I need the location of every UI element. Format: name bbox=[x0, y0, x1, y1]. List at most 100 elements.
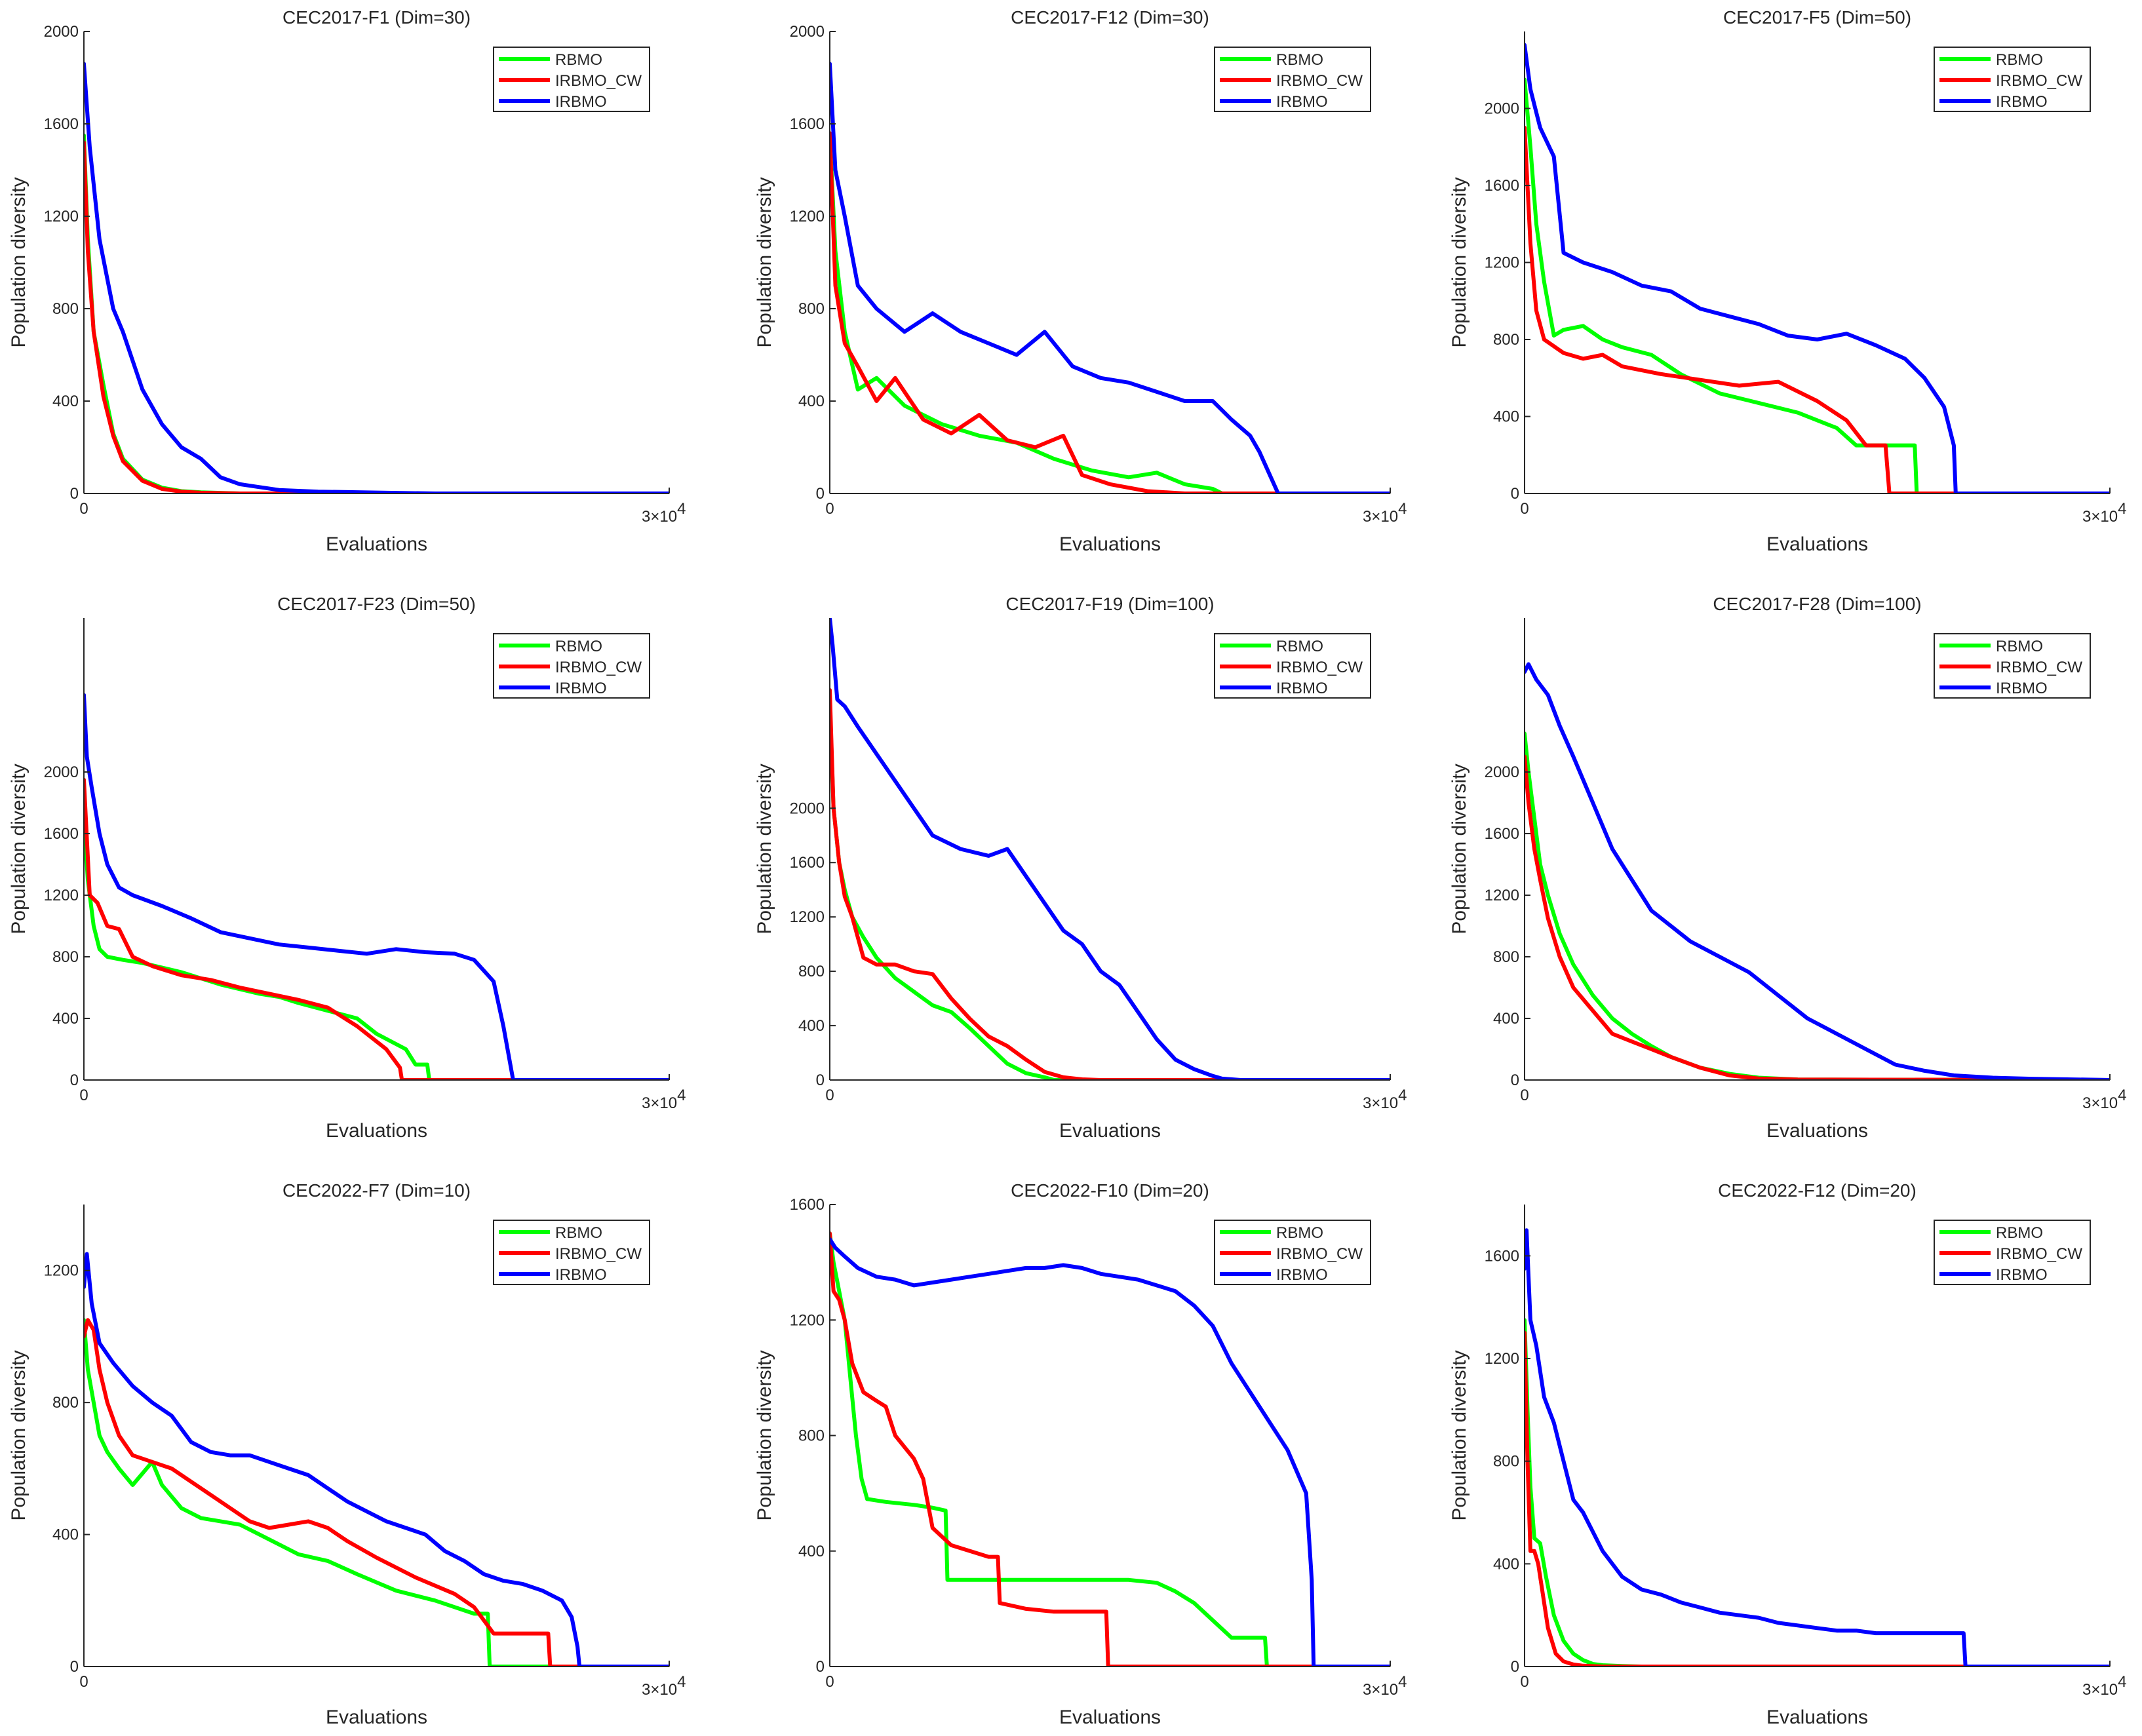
y-tick-label: 0 bbox=[1511, 1658, 1519, 1676]
series-line-rbmo bbox=[84, 133, 669, 493]
chart-panel-cec2022-f10-dim-20: CEC2022-F10 (Dim=20) 0 400 800 1200 1600 0 3×10… bbox=[754, 1180, 1407, 1728]
y-tick-label: 0 bbox=[816, 485, 825, 503]
legend-label: RBMO bbox=[1276, 1224, 1323, 1242]
legend-label: IRBMO_CW bbox=[1276, 72, 1363, 90]
x-tick-exponent: 4 bbox=[1398, 1673, 1407, 1691]
chart-panel-cec2017-f28-dim-100: CEC2017-F28 (Dim=100) 0 400 800 1200 1600 2000… bbox=[1449, 594, 2126, 1142]
legend-label: IRBMO bbox=[1276, 1266, 1328, 1284]
x-tick-label-zero: 0 bbox=[1520, 500, 1529, 518]
x-tick-exponent: 4 bbox=[677, 1673, 686, 1691]
x-tick-label-end: 3×104 bbox=[1363, 1673, 1407, 1699]
x-tick-label-end: 3×104 bbox=[1363, 500, 1407, 526]
series-line-irbmo bbox=[830, 62, 1390, 493]
chart-title: CEC2022-F7 (Dim=10) bbox=[282, 1180, 471, 1201]
series-line-rbmo bbox=[1525, 1318, 2110, 1667]
y-tick-label: 0 bbox=[816, 1071, 825, 1089]
y-tick-label: 800 bbox=[52, 300, 79, 318]
y-tick-label: 1600 bbox=[790, 1196, 825, 1214]
legend-label: IRBMO bbox=[555, 680, 607, 697]
series-line-irbmo bbox=[1525, 43, 2110, 493]
x-tick-exponent: 4 bbox=[677, 1087, 686, 1104]
legend-label: RBMO bbox=[555, 638, 602, 655]
y-axis-label: Population diversity bbox=[754, 177, 775, 347]
series-group bbox=[830, 62, 1390, 493]
chart-panel-cec2017-f19-dim-100: CEC2017-F19 (Dim=100) 0 400 800 1200 1600 2000… bbox=[754, 594, 1407, 1142]
y-axis-label: Population diversity bbox=[8, 1350, 29, 1520]
legend-label: RBMO bbox=[1276, 51, 1323, 69]
y-tick-label: 800 bbox=[798, 1427, 825, 1445]
legend-label: RBMO bbox=[555, 1224, 602, 1242]
y-tick-label: 1200 bbox=[44, 208, 79, 225]
x-axis-label: Evaluations bbox=[326, 1707, 427, 1728]
series-line-rbmo bbox=[84, 1318, 669, 1667]
series-line-rbmo bbox=[830, 133, 1390, 493]
legend-label: IRBMO bbox=[1276, 93, 1328, 111]
series-line-irbmo bbox=[830, 1237, 1390, 1667]
y-tick-label: 800 bbox=[1493, 948, 1519, 966]
series-line-irbmo-cw bbox=[1525, 1330, 2110, 1667]
legend: RBMO IRBMO_CW IRBMO bbox=[1934, 633, 2091, 699]
y-tick-label: 2000 bbox=[1485, 100, 1519, 118]
series-line-irbmo-cw bbox=[84, 140, 669, 493]
x-tick-exponent: 4 bbox=[677, 500, 686, 518]
y-tick-label: 1200 bbox=[44, 1262, 79, 1280]
y-tick-label: 400 bbox=[798, 1543, 825, 1560]
y-tick-label: 0 bbox=[70, 1071, 79, 1089]
y-tick-label: 400 bbox=[52, 393, 79, 410]
series-line-rbmo bbox=[830, 697, 1390, 1080]
x-tick-label-zero: 0 bbox=[79, 1087, 88, 1104]
legend-label: IRBMO_CW bbox=[1996, 1245, 2082, 1263]
chart-title: CEC2017-F12 (Dim=30) bbox=[1011, 7, 1209, 28]
y-tick-label: 1600 bbox=[790, 854, 825, 872]
legend: RBMO IRBMO_CW IRBMO bbox=[493, 47, 650, 112]
chart-panel-cec2017-f1-dim-30: CEC2017-F1 (Dim=30) 0 400 800 1200 1600 2000 0 3… bbox=[8, 7, 686, 555]
x-tick-exponent: 4 bbox=[2118, 1673, 2126, 1691]
x-tick-label-end: 3×104 bbox=[2082, 1087, 2126, 1112]
series-line-irbmo bbox=[1525, 1228, 2110, 1667]
y-tick-label: 1200 bbox=[1485, 254, 1519, 272]
y-tick-label: 400 bbox=[52, 1010, 79, 1028]
y-tick-label: 800 bbox=[798, 963, 825, 980]
y-tick-label: 0 bbox=[1511, 1071, 1519, 1089]
legend-label: IRBMO_CW bbox=[1996, 72, 2082, 90]
series-line-irbmo-cw bbox=[1525, 125, 2110, 493]
x-tick-exponent: 4 bbox=[2118, 1087, 2126, 1104]
x-tick-label-zero: 0 bbox=[1520, 1087, 1529, 1104]
y-tick-label: 400 bbox=[1493, 1010, 1519, 1028]
y-tick-label: 1600 bbox=[1485, 1247, 1519, 1265]
series-group bbox=[1525, 662, 2110, 1080]
y-axis-label: Population diversity bbox=[8, 177, 29, 347]
legend-label: IRBMO bbox=[555, 1266, 607, 1284]
x-axis-label: Evaluations bbox=[1059, 1707, 1161, 1728]
y-tick-label: 400 bbox=[798, 1017, 825, 1035]
chart-title: CEC2017-F23 (Dim=50) bbox=[277, 594, 476, 614]
legend-label: IRBMO bbox=[1276, 680, 1328, 697]
y-tick-label: 800 bbox=[1493, 331, 1519, 349]
y-tick-label: 1600 bbox=[1485, 825, 1519, 843]
y-tick-label: 2000 bbox=[44, 763, 79, 781]
y-tick-label: 400 bbox=[798, 393, 825, 410]
legend: RBMO IRBMO_CW IRBMO bbox=[493, 633, 650, 699]
y-tick-label: 2000 bbox=[1485, 763, 1519, 781]
y-tick-label: 1200 bbox=[790, 1311, 825, 1329]
series-group bbox=[1525, 1228, 2110, 1667]
series-group bbox=[84, 1252, 669, 1667]
series-group bbox=[1525, 43, 2110, 493]
series-group bbox=[84, 62, 669, 493]
series-group bbox=[830, 618, 1390, 1080]
y-tick-label: 0 bbox=[70, 1658, 79, 1676]
y-tick-label: 2000 bbox=[790, 23, 825, 41]
x-tick-label-zero: 0 bbox=[825, 500, 834, 518]
series-line-irbmo-cw bbox=[830, 1231, 1390, 1667]
chart-title: CEC2017-F5 (Dim=50) bbox=[1723, 7, 1911, 28]
y-tick-label: 800 bbox=[52, 948, 79, 966]
x-tick-label-end: 3×104 bbox=[2082, 1673, 2126, 1699]
x-axis-label: Evaluations bbox=[1059, 1120, 1161, 1142]
y-tick-label: 0 bbox=[816, 1658, 825, 1676]
series-line-irbmo bbox=[830, 618, 1390, 1080]
series-line-irbmo-cw bbox=[84, 1318, 669, 1667]
x-axis-label: Evaluations bbox=[326, 533, 427, 555]
y-tick-label: 800 bbox=[52, 1394, 79, 1412]
y-tick-label: 400 bbox=[1493, 1555, 1519, 1573]
legend-label: IRBMO bbox=[555, 93, 607, 111]
